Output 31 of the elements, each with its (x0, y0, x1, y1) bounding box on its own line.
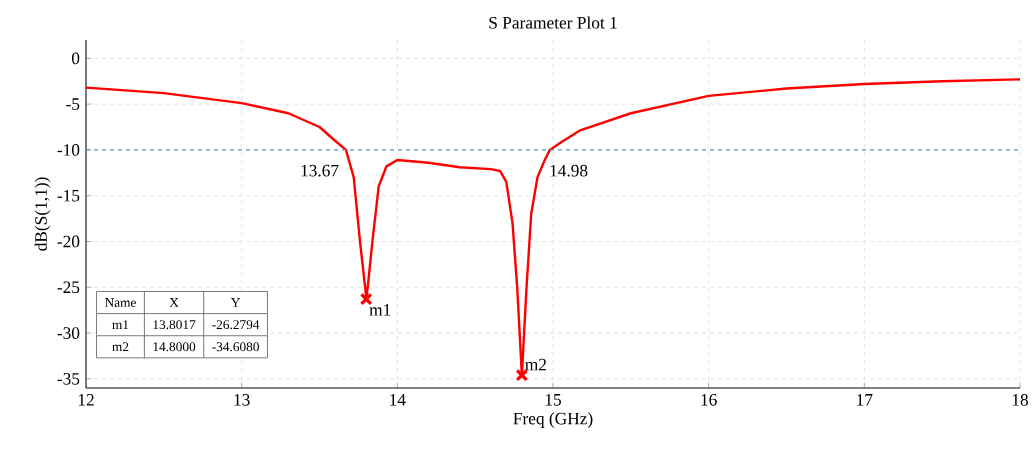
x-tick-label: 13 (234, 394, 250, 406)
y-axis-title: dB(S(1,1)) (34, 177, 51, 251)
annotation: 13.67 (301, 164, 339, 177)
x-tick-label: 18 (1012, 394, 1028, 406)
x-tick-label: 16 (701, 394, 717, 406)
annotation: m1 (369, 304, 391, 316)
annotation: -26.2794 (212, 320, 260, 330)
x-tick-label: 17 (857, 394, 873, 406)
annotation: 14.98 (550, 164, 588, 177)
x-tick-label: 14 (390, 394, 406, 406)
annotation: m2 (112, 342, 129, 352)
y-tick-label: -10 (57, 144, 80, 156)
chart-title: S Parameter Plot 1 (489, 16, 617, 29)
y-tick-label: -25 (57, 281, 80, 294)
annotation: 14.8000 (153, 342, 196, 352)
annotation: 13.8017 (153, 320, 196, 330)
y-tick-label: -20 (57, 235, 80, 248)
x-tick-label: 12 (78, 394, 94, 406)
annotation: X (169, 298, 179, 307)
x-tick-label: 15 (545, 394, 561, 406)
annotation: m1 (112, 320, 129, 329)
annotation: Y (230, 298, 241, 307)
annotation: m2 (525, 358, 546, 371)
x-axis-title: Freq (GHz) (513, 412, 593, 428)
y-tick-label: -5 (66, 98, 80, 110)
annotation: -34.6080 (212, 342, 259, 352)
y-tick-label: -30 (57, 327, 80, 339)
y-tick-label: 0 (71, 52, 80, 65)
y-tick-label: -35 (57, 373, 80, 385)
annotation: Name (104, 298, 136, 307)
y-tick-label: -15 (57, 189, 80, 202)
